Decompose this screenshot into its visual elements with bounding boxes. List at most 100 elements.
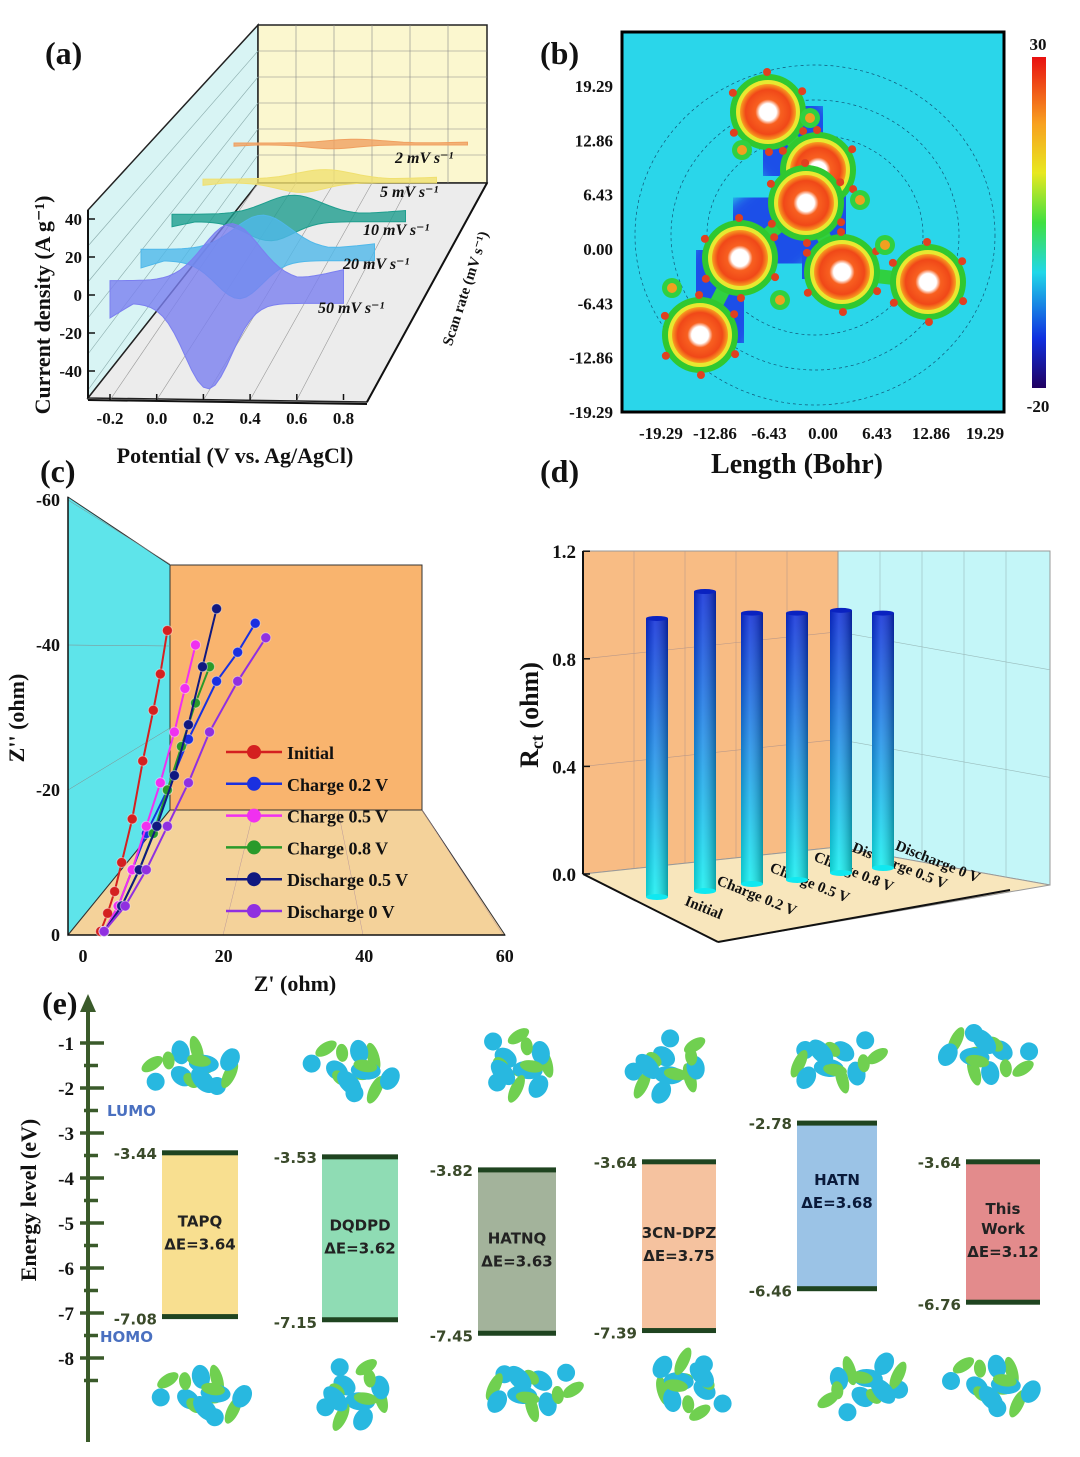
colorbar-max-label: 30 (1030, 35, 1047, 54)
bar-shading (741, 613, 763, 884)
scan-rate-label: 2 mV s⁻¹ (394, 150, 454, 167)
x-tick-label: 12.86 (912, 424, 950, 443)
atom-dot (837, 228, 846, 237)
homo-level-line (642, 1328, 716, 1334)
orbital-lobe-negative (551, 1386, 564, 1404)
orbital-lobe-positive (232, 1385, 253, 1408)
atom-dot (924, 317, 933, 326)
atom-dot (736, 293, 745, 302)
orbital-lobe-negative (162, 1051, 175, 1070)
data-point (182, 777, 194, 789)
homo-value: -7.08 (114, 1311, 157, 1329)
orbital-lobe-positive (796, 1066, 817, 1090)
gridline (87, 50, 259, 247)
orbital-lobe-positive (981, 1061, 1000, 1085)
compound-name: TAPQ (178, 1213, 222, 1231)
y-tick-label: -5 (58, 1214, 74, 1235)
back-wall (169, 564, 423, 811)
x-tick-label: 0.4 (239, 409, 261, 428)
band-gap-value: ΔE=3.62 (324, 1239, 395, 1257)
orbital-lobe-positive (838, 1403, 857, 1422)
gridline (87, 76, 259, 283)
lumo-value: -2.78 (749, 1115, 792, 1133)
orbital-lobe-positive (350, 1039, 369, 1064)
orbital-lobe-positive (661, 1029, 680, 1048)
panel-label-b: (b) (540, 35, 579, 71)
orbital-lobe-positive (191, 1364, 211, 1389)
data-point (126, 813, 138, 825)
data-point (249, 617, 261, 629)
bar-base (694, 888, 716, 894)
lumo-value: -3.44 (114, 1145, 157, 1163)
y-axis-title-part: ct (527, 735, 547, 749)
x-tick-label: 40 (355, 946, 373, 966)
atom-dot (696, 370, 705, 379)
atom-dot (889, 298, 898, 307)
molecular-orbital-image (817, 1352, 909, 1422)
orbital-lobe-negative (857, 1054, 870, 1073)
orbital-lobe-positive (490, 1059, 516, 1086)
x-tick-label: -12.86 (693, 424, 737, 443)
legend-marker (247, 840, 261, 855)
data-point (154, 668, 166, 680)
orbital-lobe-positive (937, 1043, 958, 1066)
series-initial (95, 625, 173, 937)
orbital-lobe-negative (355, 1359, 377, 1376)
orbital-lobe-positive (874, 1352, 895, 1376)
bar-base (830, 870, 852, 876)
data-point (161, 820, 173, 832)
bar-top (872, 610, 894, 616)
orbital-lobe-negative (157, 1372, 179, 1389)
orbital-lobe-positive (151, 1388, 170, 1407)
orbital-lobe-positive (1020, 1042, 1039, 1061)
band-gap-value: ΔE=3.12 (967, 1243, 1038, 1261)
orbital-lobe-positive (487, 1390, 508, 1413)
compound-name: This (986, 1200, 1021, 1218)
homo-value: -6.76 (918, 1296, 961, 1314)
orbital-lobe-negative (674, 1347, 692, 1375)
data-point (154, 777, 166, 789)
bar-top (646, 615, 668, 621)
orbital-lobe-negative (353, 1392, 378, 1405)
orbital-lobe-positive (337, 1070, 362, 1096)
atom-dot (766, 179, 775, 188)
orbital-lobe-negative (689, 1404, 711, 1421)
atom-dot (764, 147, 773, 156)
y-tick-label: -7 (58, 1304, 74, 1325)
lumo-level-line (966, 1159, 1040, 1165)
y-tick-label: -12.86 (569, 349, 613, 368)
orbital-lobe-negative (485, 1373, 503, 1401)
molecular-orbital-image (141, 1035, 240, 1095)
y-axis-title: Rct (ohm) (515, 662, 547, 768)
x-tick-label: 0.2 (193, 409, 214, 428)
molecular-orbital-image (937, 1024, 1039, 1086)
orbital-lobe-negative (663, 1067, 688, 1081)
orbital-lobe-positive (689, 1362, 714, 1388)
bar-base (786, 877, 808, 883)
ring-core (778, 175, 834, 231)
substituent-core (667, 283, 677, 293)
homo-level-line (478, 1330, 556, 1336)
atom-dot (813, 126, 822, 135)
orbital-lobe-positive (713, 1394, 732, 1413)
compound-name: HATNQ (488, 1230, 547, 1248)
orbital-lobe-positive (942, 1371, 961, 1390)
orbital-lobe-negative (363, 1369, 376, 1388)
bar-base (741, 881, 763, 887)
molecular-orbital-image (302, 1039, 400, 1104)
y-tick-label: -1 (58, 1034, 74, 1055)
scan-rate-label: 10 mV s⁻¹ (363, 222, 430, 239)
lumo-value: -3.64 (594, 1154, 637, 1172)
atom-dot (763, 68, 772, 77)
series-line (103, 644, 197, 932)
x-tick-label: 19.29 (966, 424, 1004, 443)
x-tick-label: 0.0 (146, 409, 167, 428)
orbital-lobe-negative (831, 1381, 844, 1400)
orbital-lobe-negative (562, 1381, 584, 1398)
orbital-lobe-positive (528, 1075, 549, 1098)
data-point (197, 661, 209, 673)
data-point (204, 726, 216, 738)
molecular-orbital-image (485, 1363, 584, 1423)
y-tick-label: -4 (58, 1169, 74, 1190)
